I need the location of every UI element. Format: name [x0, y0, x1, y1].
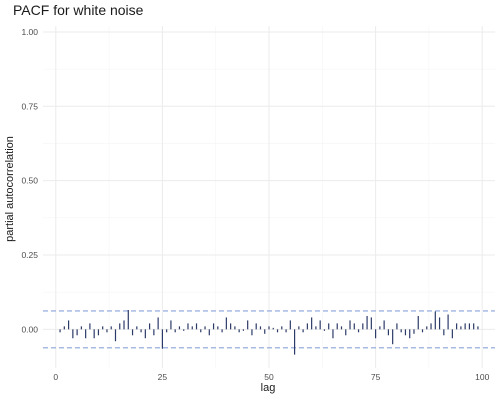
tick-label-layer: 0 25 50 75 100 0.00 0.25 0.50 0.75 1.00	[21, 27, 489, 382]
grid-layer	[43, 26, 495, 368]
y-tick-label: 1.00	[21, 27, 38, 37]
y-tick-label: 0.00	[21, 324, 38, 334]
x-tick-label: 50	[264, 372, 274, 382]
y-tick-label: 0.25	[21, 250, 38, 260]
y-tick-label: 0.75	[21, 101, 38, 111]
bar-layer	[59, 310, 479, 355]
x-tick-label: 75	[371, 372, 381, 382]
confidence-band-layer	[43, 310, 495, 349]
x-axis-title: lag	[261, 382, 276, 394]
x-tick-label: 0	[53, 372, 58, 382]
chart-title: PACF for white noise	[13, 2, 144, 18]
y-tick-label: 0.50	[21, 176, 38, 186]
y-axis-title: partial autocorrelation	[4, 136, 16, 242]
x-tick-label: 100	[475, 372, 489, 382]
x-tick-label: 25	[158, 372, 168, 382]
